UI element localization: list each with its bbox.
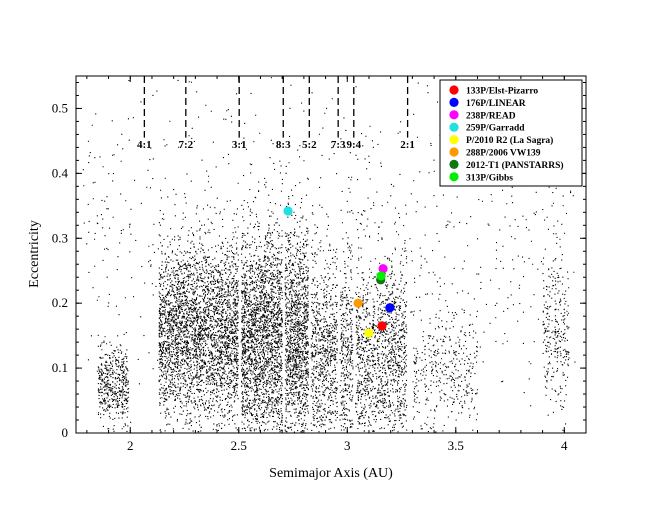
resonance-label: 9:4 bbox=[346, 139, 361, 151]
legend-entry-label: 238P/READ bbox=[466, 111, 516, 121]
background-points bbox=[82, 77, 576, 433]
y-tick-label: 0.1 bbox=[52, 360, 68, 375]
legend-marker bbox=[449, 97, 459, 107]
legend-marker bbox=[449, 159, 459, 169]
comet-point bbox=[353, 298, 363, 308]
legend-marker bbox=[449, 85, 459, 95]
legend-box bbox=[439, 79, 583, 187]
axis-ticks: 2 2.5 3 3.5 4 0 0.1 0.2 0.3 0.4 0.5 bbox=[52, 76, 586, 453]
resonance-label: 3:1 bbox=[232, 139, 247, 151]
legend-entry-label: 259P/Garradd bbox=[466, 124, 525, 134]
x-tick-label: 4 bbox=[561, 438, 568, 453]
y-tick-label: 0.5 bbox=[52, 100, 68, 115]
resonance-label: 8:3 bbox=[276, 139, 291, 151]
x-axis-label: Semimajor Axis (AU) bbox=[269, 466, 393, 481]
comet-point bbox=[364, 328, 374, 338]
comet-point bbox=[376, 271, 386, 281]
y-tick-label: 0.4 bbox=[52, 165, 69, 180]
highlighted-comets bbox=[283, 206, 395, 338]
x-tick-label: 3 bbox=[344, 438, 351, 453]
x-tick-label: 2 bbox=[127, 438, 134, 453]
legend-entry-label: P/2010 R2 (La Sagra) bbox=[466, 135, 553, 146]
comet-point bbox=[385, 303, 395, 313]
legend-marker bbox=[449, 110, 459, 120]
legend-marker bbox=[449, 147, 459, 157]
plot-frame bbox=[75, 75, 587, 434]
legend-marker bbox=[449, 135, 459, 145]
background-asteroid-points bbox=[82, 77, 576, 433]
legend-entry-label: 313P/Gibbs bbox=[466, 173, 513, 183]
comet-point bbox=[378, 264, 388, 274]
resonance-label: 5:2 bbox=[302, 139, 317, 151]
comet-point bbox=[377, 321, 387, 331]
resonance-label: 2:1 bbox=[400, 139, 415, 151]
x-tick-label: 2.5 bbox=[231, 438, 247, 453]
resonance-label: 7:2 bbox=[178, 139, 193, 151]
legend-marker bbox=[449, 122, 459, 132]
legend-entry-label: 176P/LINEAR bbox=[466, 99, 526, 109]
comet-point bbox=[283, 206, 293, 216]
y-tick-label: 0.2 bbox=[52, 295, 68, 310]
legend-entry-label: 288P/2006 VW139 bbox=[466, 149, 541, 159]
y-tick-label: 0 bbox=[62, 425, 69, 440]
legend-marker bbox=[449, 172, 459, 182]
legend-entry-label: 2012-T1 (PANSTARRS) bbox=[466, 160, 564, 171]
legend: 133P/Elst-Pizarro 176P/LINEAR 238P/READ 259… bbox=[439, 79, 583, 187]
resonance-lines: 4:1 7:2 3:1 8:3 5:2 7:3 9:4 2:1 bbox=[137, 76, 415, 151]
y-tick-label: 0.3 bbox=[52, 230, 68, 245]
resonance-label: 7:3 bbox=[331, 139, 346, 151]
x-tick-label: 3.5 bbox=[448, 438, 464, 453]
legend-entry-label: 133P/Elst-Pizarro bbox=[466, 87, 538, 97]
resonance-label: 4:1 bbox=[137, 139, 152, 151]
y-axis-label: Eccentricity bbox=[27, 220, 42, 288]
